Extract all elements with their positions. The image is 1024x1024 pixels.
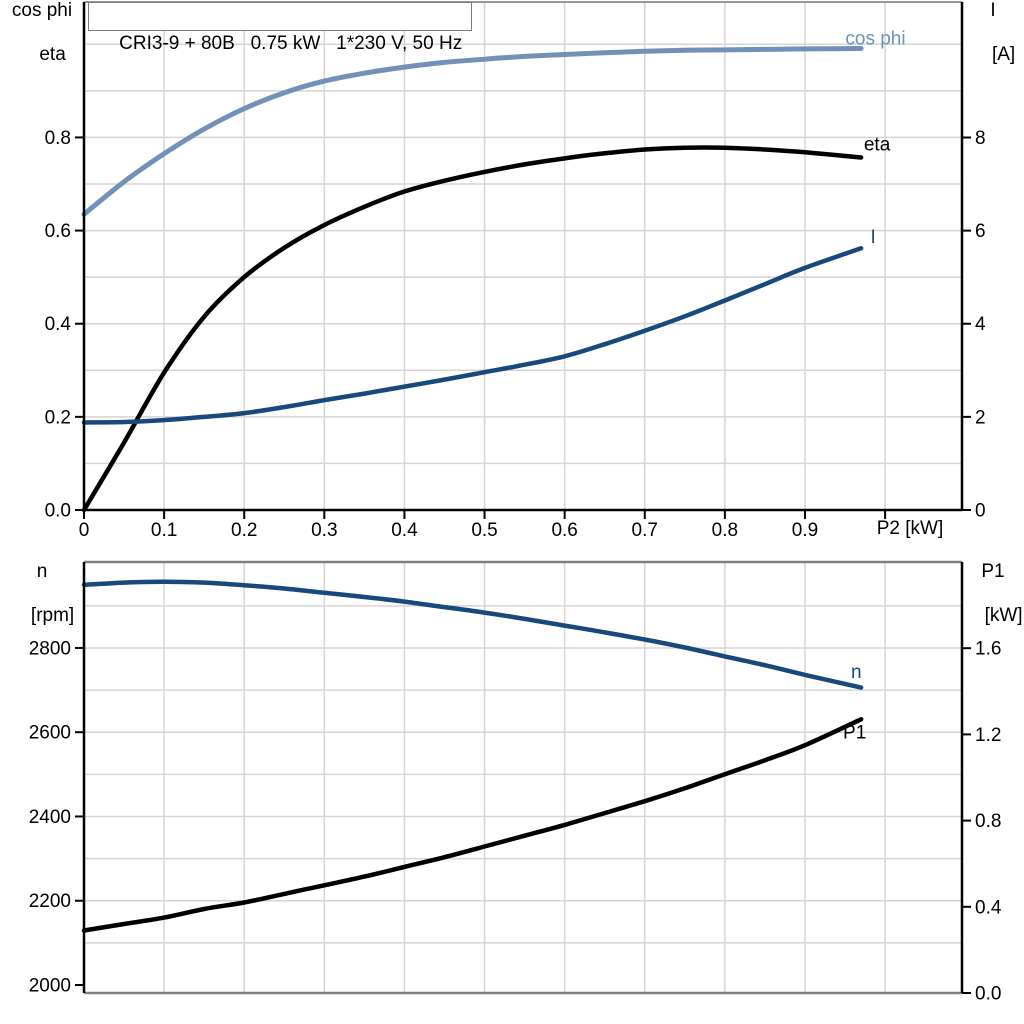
tick-label-x: 0.1 [151,520,177,541]
tick-label-left: 0.0 [45,501,71,522]
tick-label-left: 2400 [29,807,71,828]
curve-p1 [81,717,864,933]
tick-label-right: 0.8 [975,811,1001,832]
tick-label-left: 0.8 [45,128,71,149]
tick-label-x: 0.3 [311,520,337,541]
p1-axis-title-line2: [kW] [984,605,1023,626]
tick-label-right: 4 [975,314,986,335]
tick-label-right: 1.2 [975,725,1001,746]
tick-label-x: 0.8 [712,520,738,541]
tick-label-right: 1.6 [975,639,1001,660]
tick-label-right: 0.4 [975,897,1002,918]
chart-title: CRI3-9 + 80B 0.75 kW 1*230 V, 50 Hz [119,33,463,54]
left-axis-title-line1: cos phi [11,0,73,21]
right-axis-title-line2: [A] [991,44,1016,65]
curve-current [81,246,864,425]
tick-label-right: 8 [975,128,986,149]
tick-label-x: 0.5 [471,520,497,541]
tick-label-left: 2000 [29,975,71,996]
tick-label-x: 0.9 [792,520,818,541]
tick-label-x: 0.6 [551,520,577,541]
curve-eta [81,145,864,513]
speed-axis-title-line1: n [36,561,48,582]
curve-label-p1: P1 [843,723,866,744]
p1-axis-title-line1: P1 [981,561,1005,582]
tick-label-right: 6 [975,221,986,242]
tick-label-left: 2200 [29,891,71,912]
tick-label-left: 2800 [29,638,71,659]
curve-label-current: I [870,227,875,248]
chart-title-box: CRI3-9 + 80B 0.75 kW 1*230 V, 50 Hz [88,2,473,54]
tick-label-right: 0.0 [975,984,1001,1005]
bottom-left-axis-title: n [rpm] [0,561,84,627]
tick-label-left: 0.2 [45,407,71,428]
speed-axis-title-line2: [rpm] [30,605,75,626]
tick-label-right: 0 [975,501,986,522]
top-right-axis-title: I [A] [963,0,1023,66]
tick-label-left: 0.6 [45,221,71,242]
tick-label-right: 2 [975,407,986,428]
tick-label-x: 0 [79,520,90,541]
x-axis-title: P2 [kW] [876,518,944,539]
curve-label-eta: eta [864,134,891,155]
curve-label-speed: n [851,662,862,683]
tick-label-x: 0.7 [632,520,658,541]
tick-label-left: 2600 [29,723,71,744]
curve-cos-phi [81,46,864,217]
bottom-right-axis-title: P1 [kW] [963,561,1023,627]
tick-label-left: 0.4 [45,314,72,335]
right-axis-title-line1: I [990,0,996,21]
top-left-axis-title: cos phi eta [0,0,84,66]
tick-label-x: 0.4 [391,520,418,541]
tick-label-x: 0.2 [231,520,257,541]
left-axis-title-line2: eta [39,44,66,65]
curve-speed [81,579,864,690]
curve-label-cos-phi: cos phi [845,28,905,49]
